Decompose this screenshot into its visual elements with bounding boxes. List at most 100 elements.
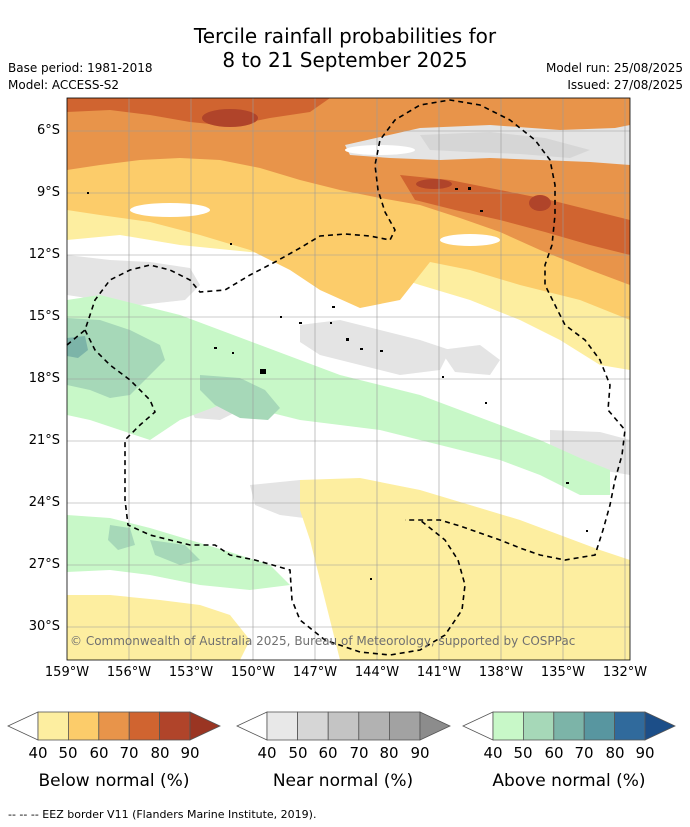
- colorbar-below-lower-arrow: [7, 711, 39, 741]
- colorbar-below-normal: [7, 711, 221, 741]
- below-normal-region-southwest: [67, 595, 250, 660]
- below-70-region-east: [400, 175, 630, 255]
- above-50-region-south: [108, 525, 135, 550]
- below-tick-60: 60: [89, 744, 109, 762]
- lon-label-156w: 156°W: [106, 665, 152, 680]
- legend-title-above: Above normal (%): [492, 771, 646, 791]
- rainfall-map: [66, 97, 631, 661]
- colorbar-above-40: [492, 711, 524, 741]
- colorbar-below-80: [159, 711, 191, 741]
- below-80-spot: [202, 109, 258, 127]
- legend-title-near: Near normal (%): [272, 771, 414, 791]
- islands: [87, 187, 588, 580]
- issued-text: Issued: 27/08/2025: [567, 78, 683, 92]
- near-tick-40: 40: [257, 744, 277, 762]
- below-80-spot-east: [529, 195, 551, 211]
- eez-border-kiribati-phoenix: [66, 99, 626, 561]
- near-normal-band-north-2: [420, 132, 590, 158]
- above-tick-70: 70: [574, 744, 594, 762]
- map-gridlines: [67, 98, 630, 660]
- above-tick-60: 60: [544, 744, 564, 762]
- legend-colorbars: [7, 711, 676, 741]
- colorbar-near-70: [358, 711, 390, 741]
- below-tick-80: 80: [150, 744, 170, 762]
- colorbar-above-lower-arrow: [462, 711, 494, 741]
- white-gap-1: [440, 234, 500, 246]
- lon-label-138w: 138°W: [478, 665, 524, 680]
- near-tick-70: 70: [349, 744, 369, 762]
- lon-label-141w: 141°W: [416, 665, 462, 680]
- above-normal-region-west: [67, 295, 610, 495]
- colorbar-above-60: [553, 711, 585, 741]
- above-50-region-mid: [200, 375, 280, 420]
- colorbar-near-50: [297, 711, 329, 741]
- near-tick-60: 60: [318, 744, 338, 762]
- below-tick-70: 70: [119, 744, 139, 762]
- below-70-region: [67, 98, 330, 126]
- model-text: Model: ACCESS-S2: [8, 78, 120, 92]
- above-50-region-west: [67, 318, 165, 398]
- lat-label-15s: 15°S: [28, 309, 60, 324]
- eez-borders: [66, 99, 626, 656]
- model-run-text: Model run: 25/08/2025: [545, 61, 683, 75]
- colorbar-near-80: [388, 711, 421, 741]
- lon-label-150w: 150°W: [230, 665, 276, 680]
- colorbar-below-60: [98, 711, 130, 741]
- near-normal-patch-east-2: [440, 345, 500, 375]
- lon-label-144w: 144°W: [354, 665, 400, 680]
- colorbar-above-80: [614, 711, 646, 741]
- map-frame: [66, 97, 631, 661]
- chart-title-line1: Tercile rainfall probabilities for: [193, 24, 497, 48]
- lat-label-27s: 27°S: [28, 557, 60, 572]
- lon-label-147w: 147°W: [292, 665, 338, 680]
- white-gap-2: [130, 203, 210, 217]
- colorbar-near-40: [266, 711, 299, 741]
- above-50-region-south-2: [150, 540, 200, 565]
- colorbar-below-40: [37, 711, 69, 741]
- colorbar-below-70: [128, 711, 160, 741]
- base-period-text: Base period: 1981-2018: [8, 61, 153, 75]
- colorbar-above-upper-arrow: [644, 711, 676, 741]
- near-normal-patch-mid: [300, 320, 450, 375]
- near-tick-90: 90: [410, 744, 430, 762]
- lat-label-12s: 12°S: [28, 247, 60, 262]
- lat-label-24s: 24°S: [28, 495, 60, 510]
- lat-label-6s: 6°S: [36, 123, 60, 138]
- below-tick-90: 90: [180, 744, 200, 762]
- below-tick-40: 40: [28, 744, 48, 762]
- lon-label-132w: 132°W: [602, 665, 648, 680]
- legend-title-below: Below normal (%): [38, 771, 190, 791]
- above-tick-40: 40: [483, 744, 503, 762]
- near-tick-50: 50: [288, 744, 308, 762]
- colorbar-above-50: [523, 711, 555, 741]
- above-tick-90: 90: [635, 744, 655, 762]
- colorbar-near-upper-arrow: [419, 711, 451, 741]
- below-tick-50: 50: [58, 744, 78, 762]
- colorbar-near-normal: [236, 711, 451, 741]
- eez-border-cook-islands: [84, 329, 466, 656]
- lat-label-30s: 30°S: [28, 619, 60, 634]
- above-tick-80: 80: [605, 744, 625, 762]
- colorbar-near-60: [327, 711, 360, 741]
- above-tick-50: 50: [513, 744, 533, 762]
- below-normal-spot-east: [560, 318, 630, 355]
- below-80-spot-center: [416, 179, 452, 189]
- colorbar-near-lower-arrow: [236, 711, 268, 741]
- colorbar-below-50: [68, 711, 100, 741]
- below-normal-region-south: [300, 478, 630, 660]
- colorbar-above-normal: [462, 711, 676, 741]
- chart-title-line2: 8 to 21 September 2025: [222, 48, 468, 72]
- lat-label-21s: 21°S: [28, 433, 60, 448]
- white-gap-3: [345, 145, 415, 155]
- above-60-spot: [67, 336, 88, 358]
- colorbar-above-70: [583, 711, 616, 741]
- colorbar-below-upper-arrow: [189, 711, 221, 741]
- copyright-text: © Commonwealth of Australia 2025, Bureau…: [70, 634, 576, 648]
- lon-label-159w: 159°W: [44, 665, 90, 680]
- eez-footer-note: -- -- -- EEZ border V11 (Flanders Marine…: [8, 808, 317, 821]
- lon-label-153w: 153°W: [168, 665, 214, 680]
- lat-label-18s: 18°S: [28, 371, 60, 386]
- near-tick-80: 80: [379, 744, 399, 762]
- lat-label-9s: 9°S: [36, 185, 60, 200]
- lon-label-135w: 135°W: [540, 665, 586, 680]
